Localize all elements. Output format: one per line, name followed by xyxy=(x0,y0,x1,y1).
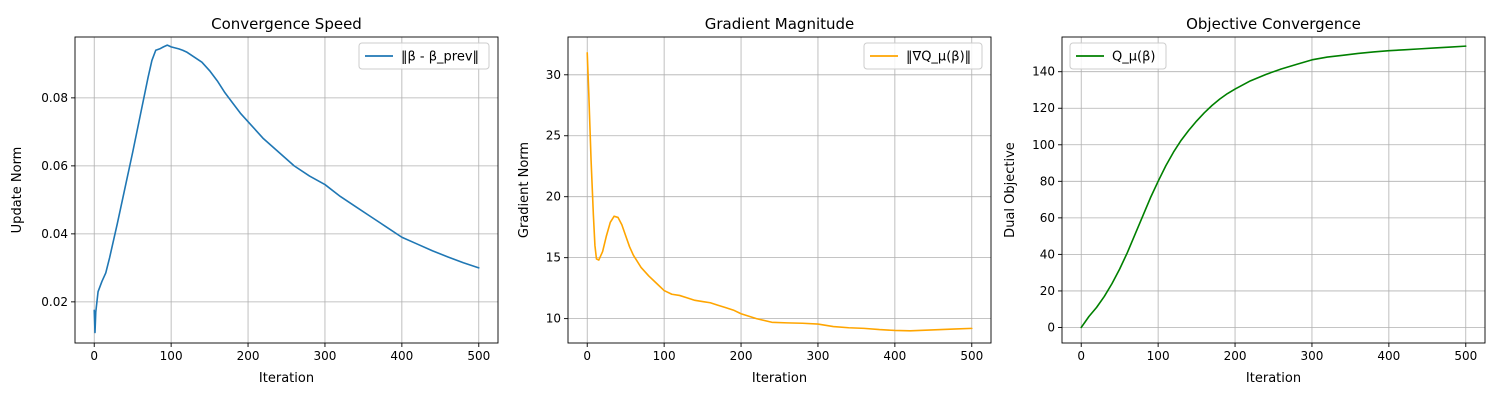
series-line-1 xyxy=(586,52,973,332)
chart-title: Gradient Magnitude xyxy=(705,15,855,33)
chart-panel-1: 0 100 200 300 400 500 0.02 0.04 0.06 0.08 Converge… xyxy=(10,15,499,386)
y-tick-label: 0.02 xyxy=(41,295,68,309)
x-tick-label: 100 xyxy=(1147,349,1170,363)
legend-box xyxy=(358,42,490,70)
y-tick-label: 30 xyxy=(546,68,561,82)
x-tick-label: 100 xyxy=(160,349,183,363)
legend-label: Q_μ(β) xyxy=(1112,50,1155,65)
x-tick-label: 400 xyxy=(1377,349,1400,363)
x-tick-label: 200 xyxy=(1224,349,1247,363)
y-tick-label: 0.08 xyxy=(41,91,68,105)
y-tick-label: 100 xyxy=(1032,138,1055,152)
chart-title: Convergence Speed xyxy=(211,15,362,33)
y-tick-label: 40 xyxy=(1040,247,1055,261)
x-tick-label: 500 xyxy=(1454,349,1477,363)
x-tick-label: 200 xyxy=(730,349,753,363)
y-tick-label: 0.04 xyxy=(41,227,68,241)
x-tick-label: 200 xyxy=(237,349,260,363)
y-axis-label: Dual Objective xyxy=(1003,142,1018,238)
chart-title: Objective Convergence xyxy=(1186,15,1361,33)
chart-panel-2: 0 100 200 300 400 500 10 15 20 25 30 Gradient Magni… xyxy=(517,15,992,386)
y-tick-label: 0 xyxy=(1047,320,1055,334)
plot-frame xyxy=(567,36,992,344)
x-tick-label: 0 xyxy=(90,349,98,363)
legend: Q_μ(β) xyxy=(1069,42,1167,70)
plot-frame xyxy=(1061,36,1486,344)
x-tick-label: 0 xyxy=(583,349,591,363)
series-line-1 xyxy=(93,44,480,334)
x-tick-label: 500 xyxy=(467,349,490,363)
legend-label: ‖∇Q_μ(β)‖ xyxy=(906,50,971,65)
x-tick-label: 400 xyxy=(390,349,413,363)
series-line-1 xyxy=(1080,45,1467,329)
y-axis-label: Update Norm xyxy=(10,147,25,234)
x-tick-label: 300 xyxy=(314,349,337,363)
y-axis-label: Gradient Norm xyxy=(517,142,532,238)
x-tick-label: 0 xyxy=(1077,349,1085,363)
y-tick-label: 20 xyxy=(1040,284,1055,298)
y-tick-label: 0.06 xyxy=(41,159,68,173)
x-axis-label: Iteration xyxy=(1246,371,1301,386)
x-axis-label: Iteration xyxy=(259,371,314,386)
x-tick-label: 300 xyxy=(1301,349,1324,363)
legend: ‖∇Q_μ(β)‖ xyxy=(863,42,983,70)
plot-frame xyxy=(74,36,499,344)
y-tick-label: 140 xyxy=(1032,65,1055,79)
x-tick-label: 300 xyxy=(807,349,830,363)
y-tick-label: 20 xyxy=(546,190,561,204)
y-tick-label: 120 xyxy=(1032,101,1055,115)
legend: ‖β - β_prev‖ xyxy=(358,42,490,70)
legend-label: ‖β - β_prev‖ xyxy=(401,50,479,65)
y-tick-label: 80 xyxy=(1040,174,1055,188)
x-tick-label: 500 xyxy=(960,349,983,363)
x-tick-label: 100 xyxy=(653,349,676,363)
y-tick-label: 15 xyxy=(546,251,561,265)
legend-box xyxy=(863,42,983,70)
x-tick-label: 400 xyxy=(883,349,906,363)
legend-box xyxy=(1069,42,1167,70)
chart-panel-3: 0 100 200 300 400 500 0 20 40 60 80 100 120 140 Object… xyxy=(1003,15,1486,386)
y-tick-label: 60 xyxy=(1040,211,1055,225)
x-axis-label: Iteration xyxy=(752,371,807,386)
y-tick-label: 10 xyxy=(546,312,561,326)
y-tick-label: 25 xyxy=(546,129,561,143)
